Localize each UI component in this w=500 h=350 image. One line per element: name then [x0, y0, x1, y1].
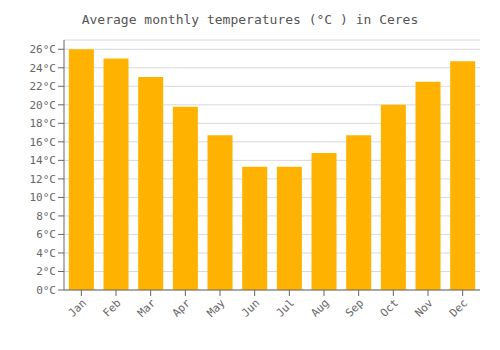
svg-text:24°C: 24°C [30, 62, 57, 75]
svg-text:10°C: 10°C [30, 191, 57, 204]
svg-text:Feb: Feb [100, 296, 123, 319]
svg-text:12°C: 12°C [30, 173, 57, 186]
svg-text:Oct: Oct [378, 296, 401, 319]
svg-text:4°C: 4°C [36, 247, 56, 260]
svg-text:26°C: 26°C [30, 43, 57, 56]
svg-text:Jan: Jan [66, 296, 89, 319]
svg-text:Apr: Apr [170, 296, 194, 320]
svg-text:Jul: Jul [274, 296, 297, 319]
svg-text:2°C: 2°C [36, 265, 56, 278]
svg-text:6°C: 6°C [36, 228, 56, 241]
svg-text:Nov: Nov [412, 296, 436, 320]
svg-text:16°C: 16°C [30, 136, 57, 149]
svg-text:18°C: 18°C [30, 117, 57, 130]
svg-text:14°C: 14°C [30, 154, 57, 167]
html-text:Average monthly temperatures (: Average monthly temperatures (°C ) in Ce… [81, 12, 419, 27]
svg-text:20°C: 20°C [30, 99, 57, 112]
svg-text:Jun: Jun [239, 296, 262, 319]
svg-text:Dec: Dec [447, 296, 470, 319]
svg-text:Mar: Mar [135, 296, 159, 320]
svg-text:Aug: Aug [308, 296, 331, 319]
svg-text:22°C: 22°C [30, 80, 57, 93]
svg-text:0°C: 0°C [36, 284, 56, 297]
svg-text:8°C: 8°C [36, 210, 56, 223]
svg-text:Sep: Sep [343, 296, 366, 319]
svg-text:May: May [204, 296, 228, 320]
